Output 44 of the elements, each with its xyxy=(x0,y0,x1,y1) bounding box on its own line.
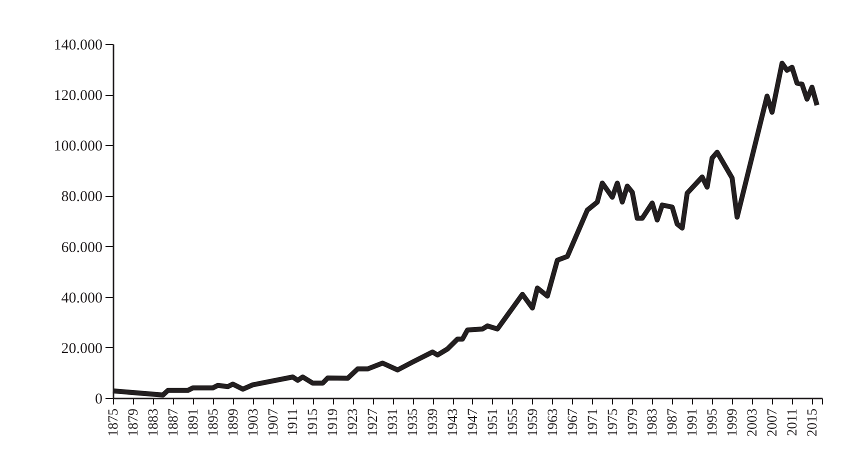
x-tick-label: 1879 xyxy=(126,408,142,436)
x-tick-label: 1979 xyxy=(626,408,641,436)
x-tick-label: 1943 xyxy=(446,408,462,436)
x-tick-label: 1987 xyxy=(666,408,681,436)
x-tick-label: 1927 xyxy=(366,408,382,436)
x-tick-label: 1955 xyxy=(506,408,521,436)
x-tick-label: 1903 xyxy=(246,408,262,436)
y-tick-label: 60.000 xyxy=(61,240,102,256)
x-tick-label: 1931 xyxy=(386,408,402,436)
x-tick-label: 2007 xyxy=(766,408,781,436)
y-tick-label: 140.000 xyxy=(54,38,102,54)
x-tick-label: 1911 xyxy=(286,408,302,436)
x-tick-label: 1907 xyxy=(266,408,282,436)
y-tick-label: 80.000 xyxy=(61,189,102,206)
x-tick-label: 2011 xyxy=(786,408,801,436)
x-tick-label: 1919 xyxy=(326,408,342,436)
y-tick-label: 100.000 xyxy=(54,138,102,155)
x-tick-label: 2003 xyxy=(746,408,761,436)
y-tick-label: 120.000 xyxy=(54,88,102,104)
x-tick-label: 1967 xyxy=(566,408,581,436)
x-tick-label: 1939 xyxy=(426,408,442,436)
x-tick-label: 1951 xyxy=(486,408,501,436)
x-tick-label: 1891 xyxy=(186,408,202,436)
x-tick-label: 1895 xyxy=(206,408,222,436)
x-tick-label: 1959 xyxy=(526,408,541,436)
x-tick-label: 1963 xyxy=(546,408,561,436)
y-tick-label: 40.000 xyxy=(61,290,102,306)
y-tick-label: 0 xyxy=(95,392,102,408)
x-tick-label: 1947 xyxy=(466,408,481,436)
x-tick-label: 2015 xyxy=(806,408,821,436)
x-tick-label: 1875 xyxy=(106,408,122,436)
x-tick-label: 1999 xyxy=(726,408,741,436)
x-tick-label: 1923 xyxy=(346,408,362,436)
x-tick-label: 1935 xyxy=(406,408,422,436)
y-tick-label: 20.000 xyxy=(61,340,102,357)
x-tick-label: 1971 xyxy=(586,408,601,436)
x-tick-label: 1975 xyxy=(606,408,621,436)
x-tick-label: 1887 xyxy=(166,408,182,436)
x-tick-label: 1899 xyxy=(226,408,242,436)
x-tick-label: 1995 xyxy=(706,408,721,436)
x-tick-label: 1883 xyxy=(146,408,162,436)
x-tick-label: 1915 xyxy=(306,408,322,436)
x-tick-label: 1983 xyxy=(646,408,661,436)
x-tick-label: 1991 xyxy=(686,408,701,436)
